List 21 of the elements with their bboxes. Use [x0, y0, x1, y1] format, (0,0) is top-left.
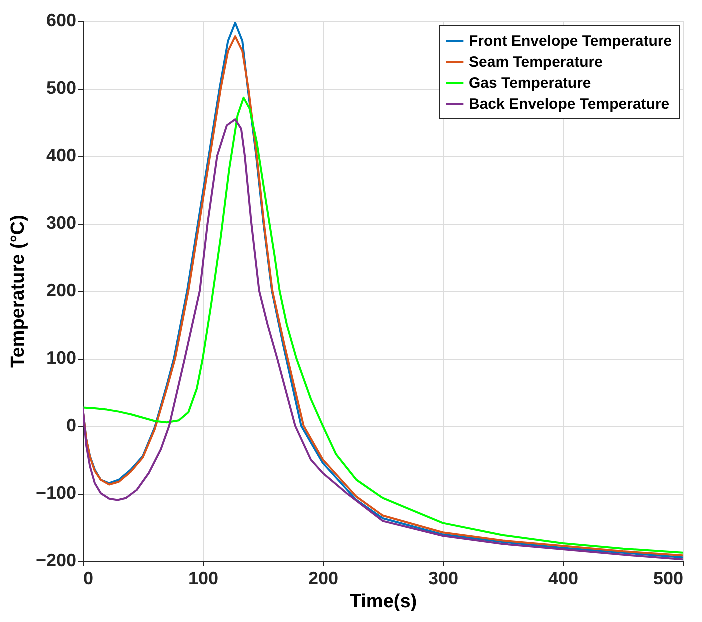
- x-tick-label: 300: [428, 568, 459, 588]
- legend-label: Back Envelope Temperature: [469, 96, 670, 113]
- y-tick-label: 400: [46, 146, 76, 166]
- y-tick-label: 100: [46, 348, 76, 368]
- y-tick-label: 500: [46, 78, 76, 98]
- y-tick-label: 600: [46, 10, 76, 30]
- y-tick-label: 300: [46, 213, 76, 233]
- x-tick-label: 500: [653, 568, 684, 588]
- y-tick-label: −100: [36, 483, 76, 503]
- y-axis-title: Temperature (°C): [8, 215, 29, 368]
- y-tick-label: 200: [46, 280, 76, 300]
- x-tick-label: 100: [188, 568, 219, 588]
- x-axis-title: Time(s): [350, 592, 418, 612]
- y-tick-label: 0: [66, 416, 76, 436]
- legend-label: Gas Temperature: [469, 75, 592, 92]
- x-tick-label: 400: [548, 568, 579, 588]
- x-tick-label: 0: [84, 568, 94, 588]
- legend-label: Front Envelope Temperature: [469, 33, 672, 50]
- legend-label: Seam Temperature: [469, 54, 603, 71]
- y-tick-label: −200: [36, 550, 76, 570]
- x-tick-label: 200: [308, 568, 339, 588]
